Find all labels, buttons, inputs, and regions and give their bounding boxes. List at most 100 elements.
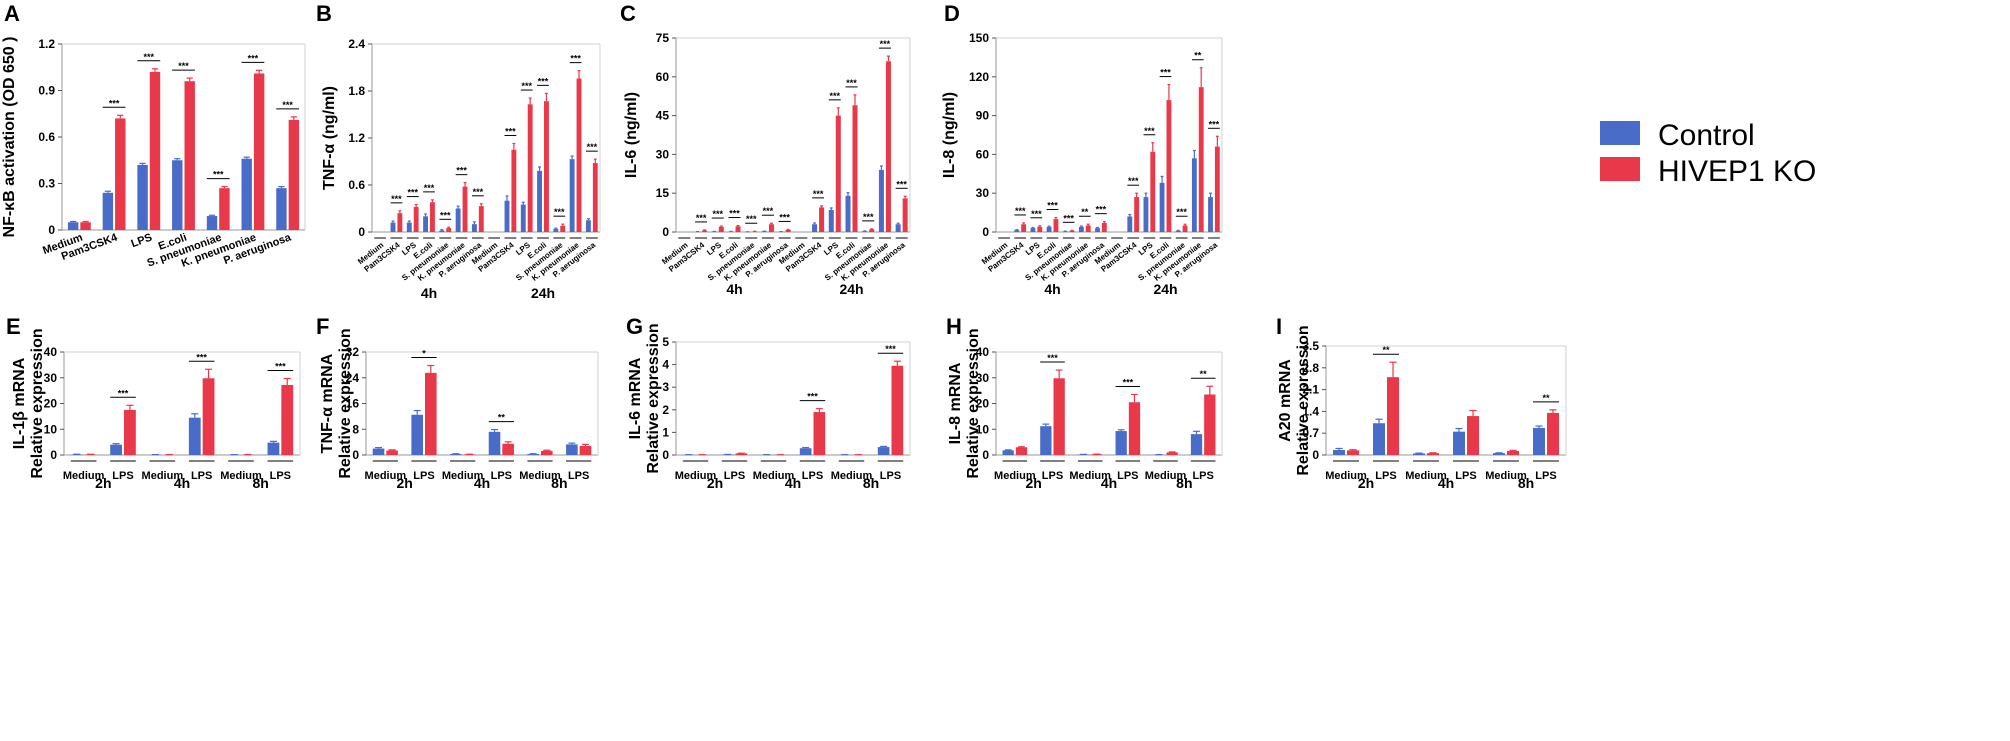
y-axis-label: Relative expression xyxy=(29,328,46,478)
bar-control xyxy=(1127,216,1133,232)
bar-control xyxy=(406,222,412,232)
bar-hivep1-ko xyxy=(1214,146,1220,232)
panel-letter: B xyxy=(316,1,332,26)
group-label: 8h xyxy=(1176,475,1192,491)
bar-hivep1-ko xyxy=(1182,225,1188,232)
bar-control xyxy=(799,448,812,455)
bar-hivep1-ko xyxy=(1015,447,1028,455)
bar-control xyxy=(845,195,851,232)
y-tick-label: 0 xyxy=(1312,448,1319,462)
panel-letter: F xyxy=(316,314,329,339)
significance-label: *** xyxy=(1160,68,1171,78)
significance-label: *** xyxy=(763,206,774,216)
y-tick-label: 0 xyxy=(358,225,365,239)
bar-control xyxy=(1191,158,1197,232)
panel-h: H 0 10 20 30 40 IL-8 mRNA Relative expression Me… xyxy=(946,314,1223,491)
category-label: LPS xyxy=(1117,470,1138,482)
significance-label: *** xyxy=(248,53,259,63)
y-tick-label: 60 xyxy=(976,147,990,161)
significance-label: *** xyxy=(1144,126,1155,136)
significance-label: *** xyxy=(713,209,724,219)
bar-control xyxy=(455,208,461,232)
category-label: LPS xyxy=(802,470,823,482)
bar-hivep1-ko xyxy=(1053,378,1065,455)
bar-control xyxy=(537,170,542,232)
bar-hivep1-ko xyxy=(1166,100,1172,232)
y-tick-label: 2 xyxy=(662,403,669,417)
bar-control xyxy=(488,431,501,455)
bar-hivep1-ko xyxy=(446,228,452,232)
category-label: LPS xyxy=(491,470,512,482)
category-label: LPS xyxy=(130,232,154,251)
y-tick-label: 30 xyxy=(44,371,58,385)
significance-label: *** xyxy=(554,207,565,217)
category-label: Medium xyxy=(1325,470,1367,482)
bar-control xyxy=(137,164,148,230)
bar-control xyxy=(411,414,423,455)
significance-label: *** xyxy=(118,388,129,398)
y-tick-label: 1 xyxy=(662,425,669,439)
category-label: Medium xyxy=(519,470,561,482)
bar-control xyxy=(895,224,901,232)
y-tick-label: 2.1 xyxy=(1302,383,1319,397)
bar-hivep1-ko xyxy=(891,365,904,455)
bar-control xyxy=(1078,226,1084,232)
bar-hivep1-ko xyxy=(735,226,741,232)
significance-label: ** xyxy=(498,413,506,423)
bar-hivep1-ko xyxy=(149,71,161,231)
y-axis-label: IL-6 (ng/ml) xyxy=(623,92,640,178)
panel-f: F 0 8 16 24 32 TNF-α mRNA Relative expression Me… xyxy=(316,314,599,491)
bar-hivep1-ko xyxy=(1053,219,1059,232)
significance-label: *** xyxy=(424,183,435,193)
y-tick-label: 0 xyxy=(982,448,989,462)
bar-hivep1-ko xyxy=(397,213,403,232)
y-tick-label: 0.3 xyxy=(38,177,55,191)
bar-hivep1-ko xyxy=(80,222,91,230)
bar-hivep1-ko xyxy=(702,230,708,232)
category-label: Medium xyxy=(63,470,105,482)
y-tick-label: 2.8 xyxy=(1302,361,1319,375)
y-tick-label: 0 xyxy=(352,448,359,462)
category-label: Medium xyxy=(1069,470,1111,482)
y-tick-label: 120 xyxy=(969,70,989,84)
panel-e: E 0 10 20 30 40 IL-1β mRNA Relative expression M… xyxy=(6,314,301,491)
y-tick-label: 3.5 xyxy=(1302,339,1319,353)
panel-letter: A xyxy=(4,1,20,26)
bar-hivep1-ko xyxy=(819,207,825,232)
significance-label: *** xyxy=(538,76,549,86)
significance-label: *** xyxy=(1096,205,1107,215)
bar-hivep1-ko xyxy=(430,202,435,232)
bar-hivep1-ko xyxy=(1547,412,1559,455)
bar-hivep1-ko xyxy=(576,78,582,232)
significance-label: *** xyxy=(144,52,155,62)
bar-control xyxy=(812,224,818,232)
significance-label: *** xyxy=(696,213,707,223)
group-label: 4h xyxy=(785,475,801,491)
panel-letter: C xyxy=(620,1,636,26)
bar-hivep1-ko xyxy=(869,229,875,232)
category-label: LPS xyxy=(1455,470,1476,482)
category-label: Medium xyxy=(365,470,407,482)
bar-control xyxy=(1143,197,1149,232)
bar-hivep1-ko xyxy=(462,186,468,232)
significance-label: *** xyxy=(213,170,224,180)
category-label: Medium xyxy=(220,470,262,482)
bar-hivep1-ko xyxy=(560,225,566,232)
significance-label: *** xyxy=(1047,353,1058,363)
bar-control xyxy=(1095,228,1100,232)
y-tick-label: 75 xyxy=(656,31,670,45)
bar-hivep1-ko xyxy=(735,453,748,455)
bar-control xyxy=(1046,226,1052,232)
significance-label: *** xyxy=(391,194,402,204)
group-label: 4h xyxy=(474,475,490,491)
bar-hivep1-ko xyxy=(1101,222,1107,232)
bar-control xyxy=(110,444,122,455)
group-label: 4h xyxy=(1101,475,1117,491)
bar-control xyxy=(1115,431,1127,455)
significance-label: ** xyxy=(1194,51,1202,61)
bar-control xyxy=(1030,228,1036,232)
bar-hivep1-ko xyxy=(253,73,265,230)
